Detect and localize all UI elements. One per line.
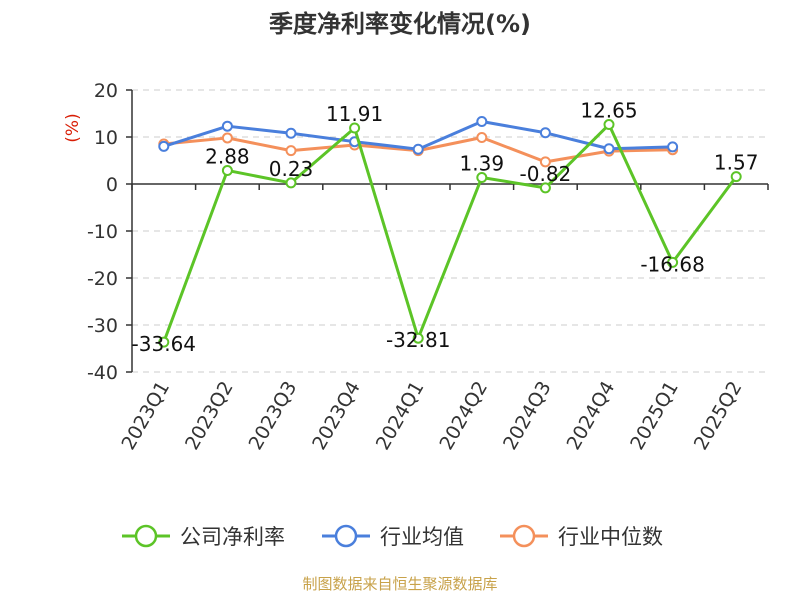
y-tick-label: 0: [106, 174, 118, 196]
series-point: [539, 182, 551, 194]
data-label: -16.68: [640, 252, 704, 276]
series-point: [476, 131, 488, 143]
data-label: -32.81: [386, 328, 450, 352]
x-tick-label: 2024Q3: [499, 378, 556, 454]
series-point: [285, 145, 297, 157]
legend-item: 行业中位数: [500, 524, 663, 549]
legend-label: 行业均值: [380, 525, 464, 549]
data-label: 12.65: [580, 99, 637, 123]
series-line: [162, 123, 738, 343]
series-point: [221, 164, 233, 176]
legend-label: 行业中位数: [558, 525, 663, 549]
series-point: [221, 132, 233, 144]
chart-title: 季度净利率变化情况(%): [269, 10, 531, 38]
series-point: [730, 171, 742, 183]
y-tick-label: -40: [87, 362, 118, 384]
legend-swatch-marker: [134, 524, 158, 548]
legend-item: 行业均值: [322, 524, 464, 549]
series-point: [476, 115, 488, 127]
y-tick-label: 10: [94, 127, 118, 149]
series-layer: [158, 115, 742, 348]
x-tick-label: 2025Q2: [690, 378, 747, 454]
grid-layer: [132, 89, 768, 373]
data-label: -33.64: [132, 332, 196, 356]
series-point: [603, 119, 615, 131]
series-point: [667, 256, 679, 268]
series-point: [349, 122, 361, 134]
y-tick-label: -20: [87, 268, 118, 290]
series-point: [221, 120, 233, 132]
legend: 公司净利率 行业均值 行业中位数: [122, 524, 663, 549]
y-axis-label: (%): [63, 113, 83, 142]
data-label: 2.88: [205, 144, 250, 168]
series-point: [412, 332, 424, 344]
x-tick-label: 2023Q1: [117, 378, 174, 454]
y-tick-label: -10: [87, 221, 118, 243]
series-point: [412, 143, 424, 155]
x-tick-label: 2024Q2: [435, 378, 492, 454]
data-label: 1.57: [714, 151, 759, 175]
legend-label: 公司净利率: [180, 525, 285, 549]
series-point: [667, 141, 679, 153]
x-tick-label: 2023Q3: [245, 378, 302, 454]
x-tick-label: 2024Q1: [372, 378, 429, 454]
series-point: [285, 127, 297, 139]
x-tick-label: 2025Q1: [626, 378, 683, 454]
series-point: [285, 177, 297, 189]
source-note: 制图数据来自恒生聚源数据库: [302, 575, 497, 593]
legend-item: 公司净利率: [122, 524, 285, 549]
x-tick-label: 2023Q2: [181, 378, 238, 454]
series-point: [158, 140, 170, 152]
data-label-layer: -33.64 2.88 0.23 11.91 -32.81 1.39 -0.82 12.65 -…: [132, 99, 759, 357]
data-label: -0.82: [520, 162, 572, 186]
series-point: [603, 143, 615, 155]
x-tick-label: 2023Q4: [308, 378, 365, 454]
legend-swatch-marker: [334, 524, 358, 548]
data-label: 1.39: [460, 151, 505, 175]
series-point: [539, 156, 551, 168]
series-point: [158, 336, 170, 348]
data-label: 0.23: [269, 157, 314, 181]
y-tick-label: 20: [94, 80, 118, 102]
x-tick-label: 2024Q4: [563, 378, 620, 454]
legend-swatch-marker: [512, 524, 536, 548]
data-label: 11.91: [326, 102, 383, 126]
series-point: [539, 127, 551, 139]
y-tick-label: -30: [87, 315, 118, 337]
series-point: [476, 171, 488, 183]
